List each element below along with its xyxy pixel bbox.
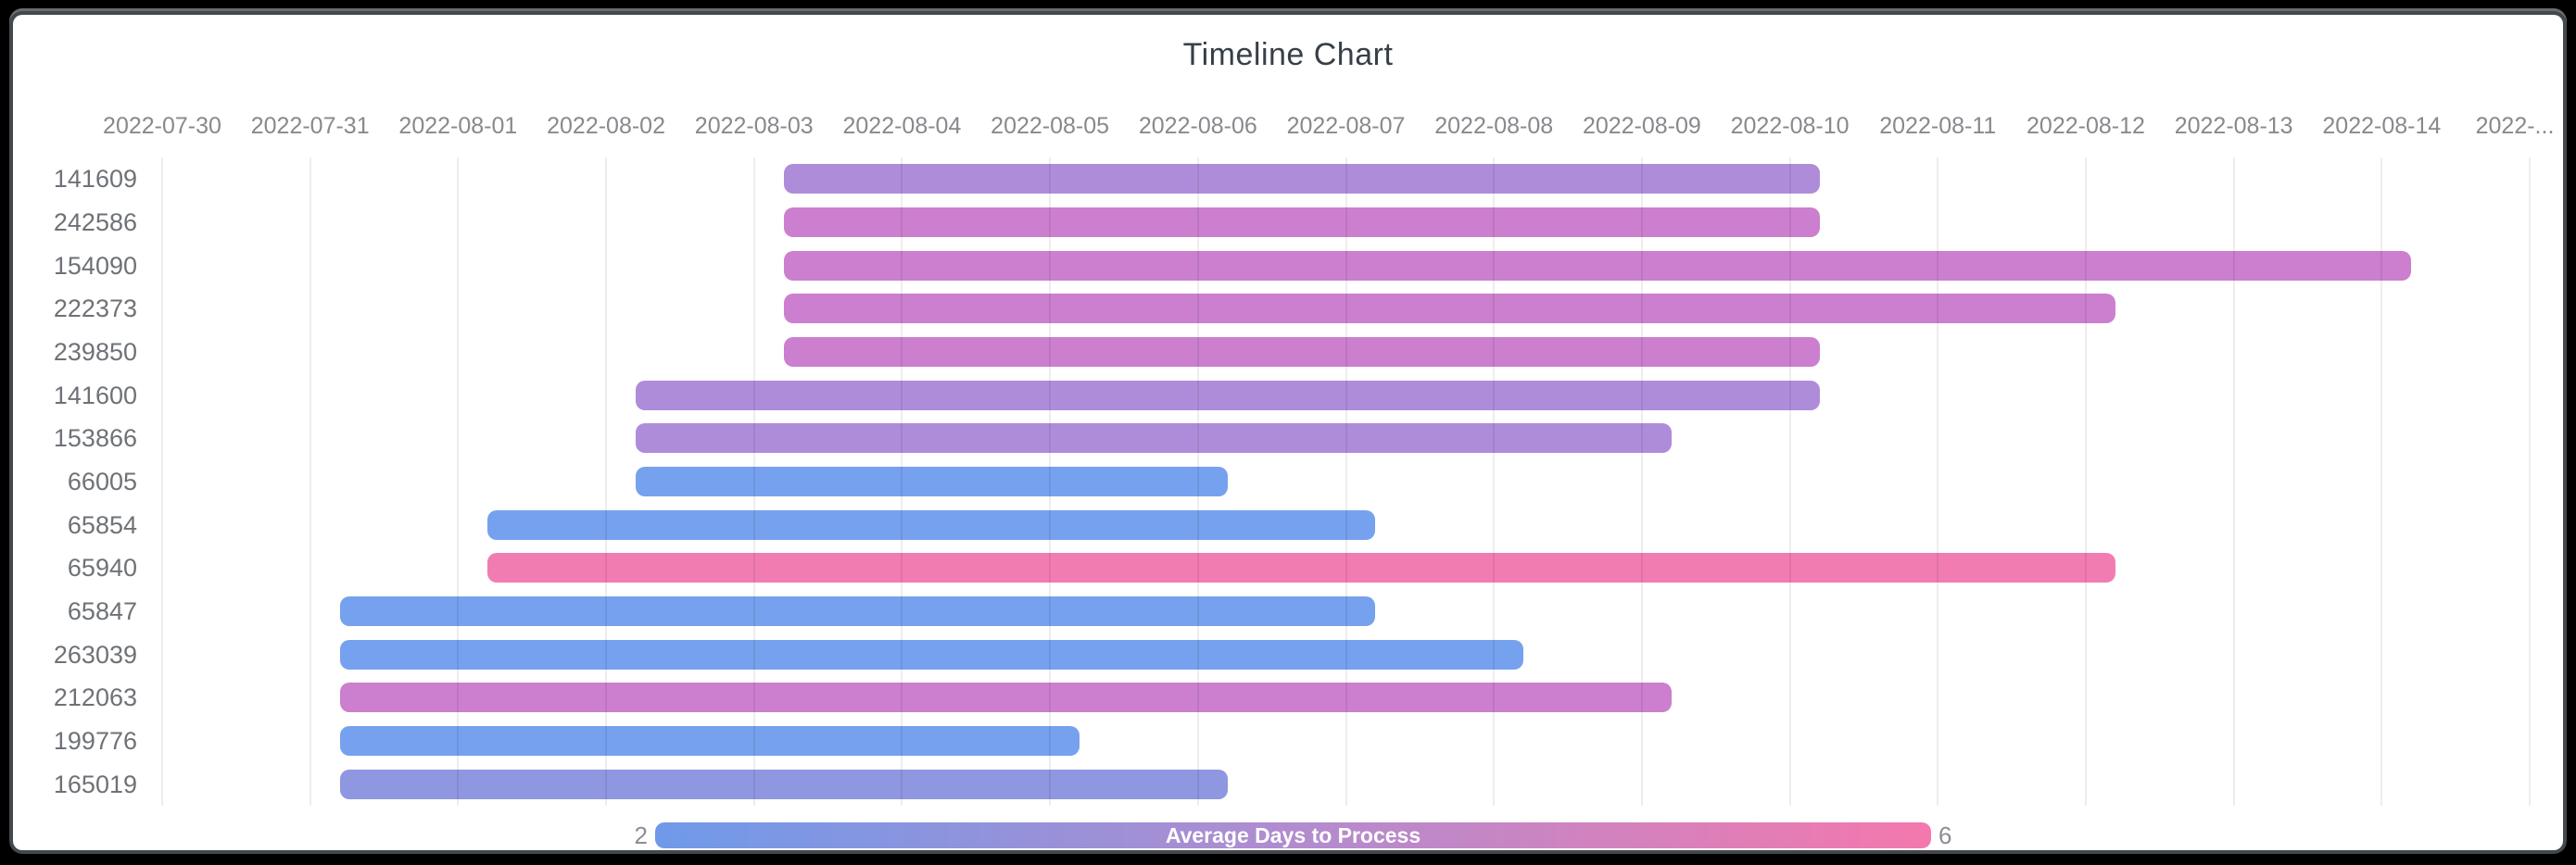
y-axis-label: 65940 — [67, 554, 137, 583]
y-axis-label: 154090 — [53, 251, 137, 280]
x-tick-label: 2022-08-13 — [2174, 113, 2293, 139]
chart-title: Timeline Chart — [1182, 37, 1394, 72]
x-tick-label: 2022-08-03 — [694, 113, 814, 139]
x-tick-label: 2022-07-31 — [250, 113, 370, 139]
legend-title: Average Days to Process — [1165, 823, 1421, 847]
timeline-bar-141600[interactable] — [636, 380, 1820, 410]
timeline-bar-165019[interactable] — [339, 769, 1228, 799]
x-tick-label: 2022-08-01 — [398, 113, 518, 139]
legend-max-value: 6 — [1938, 821, 1952, 849]
vertical-gridline — [161, 157, 163, 806]
y-axis-label: 242586 — [53, 208, 137, 236]
x-tick-label: 2022-08-07 — [1286, 113, 1406, 139]
vertical-gridline — [2529, 157, 2532, 806]
chart-card: Timeline Chart 2 Average Days to Process… — [13, 15, 2563, 850]
y-axis-label: 65847 — [67, 597, 137, 625]
x-tick-label: 2022-08-05 — [991, 113, 1110, 139]
timeline-bar-141609[interactable] — [783, 164, 1820, 194]
timeline-bar-153866[interactable] — [636, 423, 1672, 454]
x-tick-label: 2022-08-02 — [547, 113, 665, 139]
y-axis-label: 141600 — [53, 381, 137, 409]
legend-gradient-bar: Average Days to Process — [655, 822, 1931, 848]
x-tick-label: 2022-08-14 — [2322, 113, 2442, 139]
legend-min-value: 2 — [634, 821, 648, 849]
x-tick-label: 2022-08-06 — [1138, 113, 1257, 139]
timeline-bar-222373[interactable] — [783, 294, 2115, 324]
x-tick-label: 2022-08-11 — [1879, 113, 1997, 139]
x-tick-label: 2022-08-12 — [2027, 113, 2145, 139]
y-axis-label: 65854 — [67, 510, 137, 539]
timeline-bar-66005[interactable] — [636, 467, 1228, 496]
x-tick-label: 2022-08-04 — [842, 113, 962, 139]
timeline-bar-199776[interactable] — [339, 726, 1080, 756]
y-axis-label: 222373 — [53, 295, 137, 323]
timeline-bar-212063[interactable] — [339, 683, 1672, 713]
x-tick-label: 2022-08-08 — [1434, 113, 1554, 139]
x-tick-label: 2022-08-10 — [1730, 113, 1850, 139]
y-axis-label: 66005 — [67, 468, 137, 495]
timeline-bar-65854[interactable] — [487, 509, 1376, 540]
y-axis-label: 239850 — [53, 338, 137, 366]
y-axis-label: 212063 — [53, 683, 137, 712]
timeline-bar-242586[interactable] — [783, 207, 1820, 237]
x-tick-label: 2022-07-30 — [103, 113, 221, 139]
x-tick-label: 2022-... — [2475, 113, 2555, 139]
timeline-bar-239850[interactable] — [783, 337, 1820, 367]
timeline-bar-65940[interactable] — [487, 553, 2115, 583]
y-axis-label: 141609 — [53, 165, 137, 194]
timeline-bar-154090[interactable] — [783, 250, 2412, 281]
vertical-gridline — [309, 157, 311, 806]
timeline-bar-263039[interactable] — [339, 639, 1524, 670]
timeline-bar-65847[interactable] — [339, 596, 1376, 626]
y-axis-label: 199776 — [53, 727, 137, 755]
y-axis-label: 165019 — [53, 770, 137, 798]
y-axis-label: 153866 — [53, 424, 137, 453]
y-axis-label: 263039 — [53, 640, 137, 669]
x-tick-label: 2022-08-09 — [1582, 113, 1701, 139]
